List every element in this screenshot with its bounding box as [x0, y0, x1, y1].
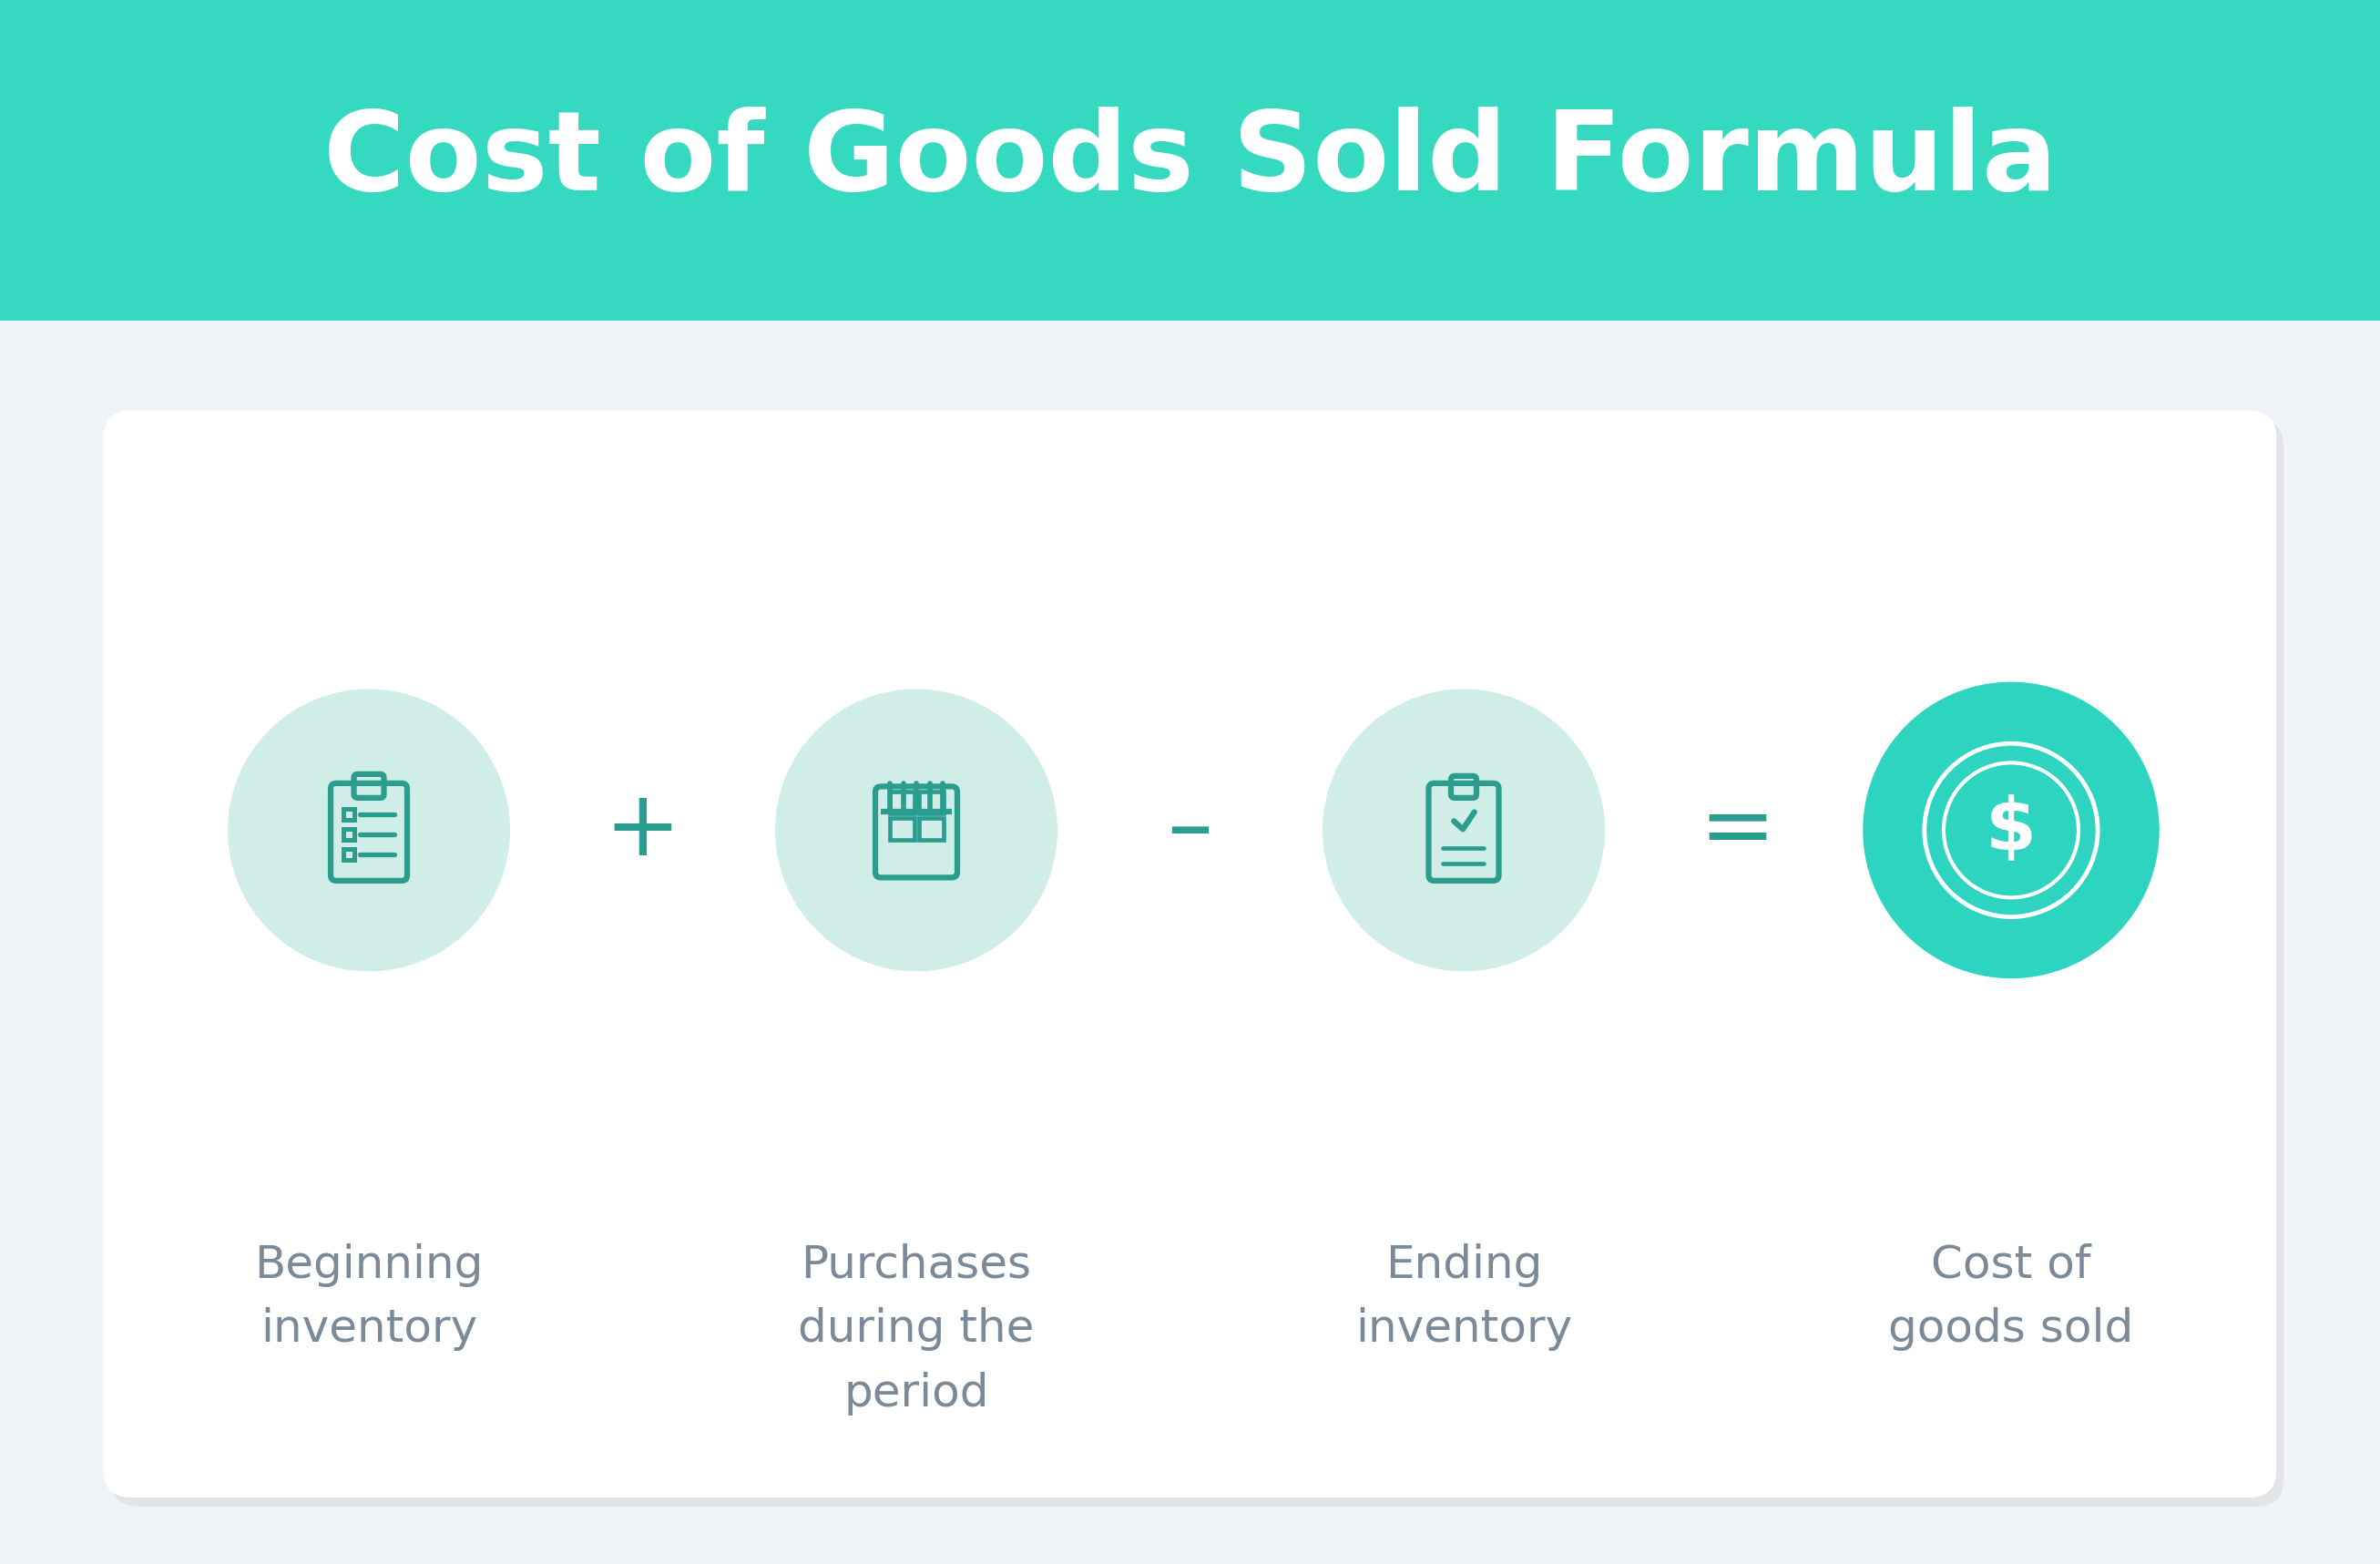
FancyBboxPatch shape [105, 411, 2275, 1497]
Bar [343, 829, 355, 840]
Bar [343, 809, 355, 820]
Circle shape [776, 690, 1057, 971]
Polygon shape [2097, 816, 2123, 845]
Text: +: + [605, 787, 681, 874]
Polygon shape [2087, 774, 2118, 807]
Polygon shape [1956, 906, 1987, 937]
Polygon shape [2035, 723, 2066, 755]
Circle shape [1864, 682, 2159, 979]
Polygon shape [2063, 743, 2099, 777]
Text: Ending
inventory: Ending inventory [1354, 1243, 1573, 1351]
Polygon shape [2035, 906, 2066, 937]
Bar [0, 0, 2380, 321]
Text: Cost of Goods Sold Formula: Cost of Goods Sold Formula [324, 106, 2056, 214]
Polygon shape [1923, 884, 1959, 918]
Circle shape [228, 690, 509, 971]
Polygon shape [1923, 743, 1959, 777]
Polygon shape [1904, 852, 1935, 885]
Circle shape [1928, 748, 2094, 912]
Text: Purchases
during the
period: Purchases during the period [797, 1243, 1035, 1415]
Text: $: $ [1985, 795, 2037, 866]
Polygon shape [1997, 719, 2025, 744]
Polygon shape [1899, 816, 1925, 845]
Bar [919, 818, 942, 840]
Text: Beginning
inventory: Beginning inventory [255, 1243, 483, 1351]
Text: –: – [1166, 787, 1214, 874]
Text: =: = [1699, 787, 1775, 874]
Bar [890, 818, 914, 840]
Bar [343, 849, 355, 860]
Bar [919, 791, 942, 813]
Text: Cost of
goods sold: Cost of goods sold [1887, 1243, 2135, 1351]
Polygon shape [1956, 723, 1987, 755]
Bar [890, 791, 914, 813]
Circle shape [1323, 690, 1604, 971]
Polygon shape [2087, 852, 2118, 885]
FancyBboxPatch shape [112, 419, 2285, 1506]
Polygon shape [1997, 917, 2025, 942]
Polygon shape [1904, 774, 1935, 807]
Polygon shape [2063, 884, 2099, 918]
